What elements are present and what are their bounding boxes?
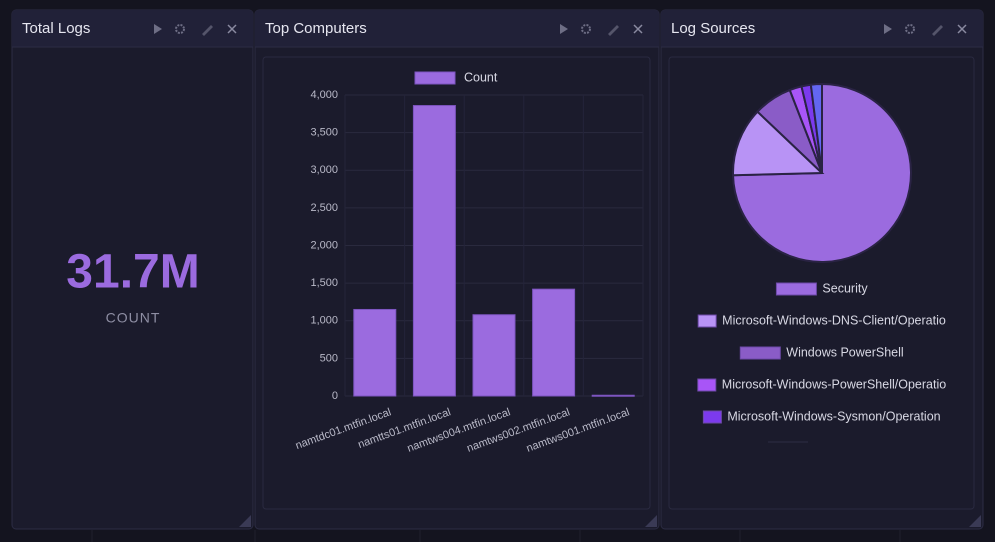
pie-slice [732, 110, 825, 177]
chart-area [668, 56, 975, 510]
y-tick-label: 1,500 [310, 277, 338, 289]
y-tick-label: 4,000 [310, 89, 338, 101]
legend-swatch [702, 410, 722, 424]
bar [591, 394, 635, 397]
legend-label: Count [464, 70, 498, 84]
panel-title: Log Sources [671, 20, 755, 37]
legend-label: Microsoft-Windows-DNS-Client/Operatio [722, 313, 946, 327]
panel [254, 9, 660, 530]
settings-button[interactable] [905, 24, 915, 34]
run-button[interactable] [154, 24, 162, 34]
bar [412, 105, 456, 397]
run-button[interactable] [884, 24, 892, 34]
stat-label: COUNT [106, 310, 161, 326]
settings-button[interactable] [581, 24, 591, 34]
y-tick-label: 3,000 [310, 164, 338, 176]
resize-handle[interactable] [969, 515, 981, 527]
legend-swatch [739, 346, 781, 360]
legend: Security Microsoft-Windows-DNS-Client/Ope… [697, 281, 946, 424]
stat-value: 31.7M [66, 246, 199, 299]
chart-area [262, 56, 651, 510]
settings-button[interactable] [175, 24, 185, 34]
legend-swatch [414, 71, 456, 85]
legend-swatch [697, 314, 717, 328]
legend-swatch [697, 378, 717, 392]
bar [532, 288, 576, 397]
legend-label: Microsoft-Windows-PowerShell/Operatio [722, 377, 946, 391]
legend-swatch [775, 282, 817, 296]
pie-slice [809, 82, 823, 174]
legend-label: Windows PowerShell [786, 345, 903, 359]
legend-label: Security [822, 281, 868, 295]
panel-header [12, 10, 253, 47]
edit-button[interactable] [202, 25, 213, 36]
close-button[interactable] [957, 24, 967, 34]
y-tick-label: 3,500 [310, 127, 338, 139]
resize-handle[interactable] [645, 515, 657, 527]
bar [353, 308, 397, 397]
panel-title: Top Computers [265, 20, 367, 37]
bar [472, 314, 516, 397]
y-tick-label: 1,000 [310, 315, 338, 327]
edit-button[interactable] [608, 25, 619, 36]
panel-header [255, 10, 659, 47]
close-button[interactable] [227, 24, 237, 34]
panel-title: Total Logs [22, 20, 90, 37]
resize-handle[interactable] [239, 515, 251, 527]
legend-label: Microsoft-Windows-Sysmon/Operation [727, 409, 940, 423]
panel-header [661, 10, 983, 47]
y-tick-label: 500 [320, 352, 338, 364]
edit-button[interactable] [932, 25, 943, 36]
close-button[interactable] [633, 24, 643, 34]
y-tick-label: 2,000 [310, 239, 338, 251]
run-button[interactable] [560, 24, 568, 34]
y-tick-label: 2,500 [310, 202, 338, 214]
y-tick-label: 0 [332, 390, 338, 402]
